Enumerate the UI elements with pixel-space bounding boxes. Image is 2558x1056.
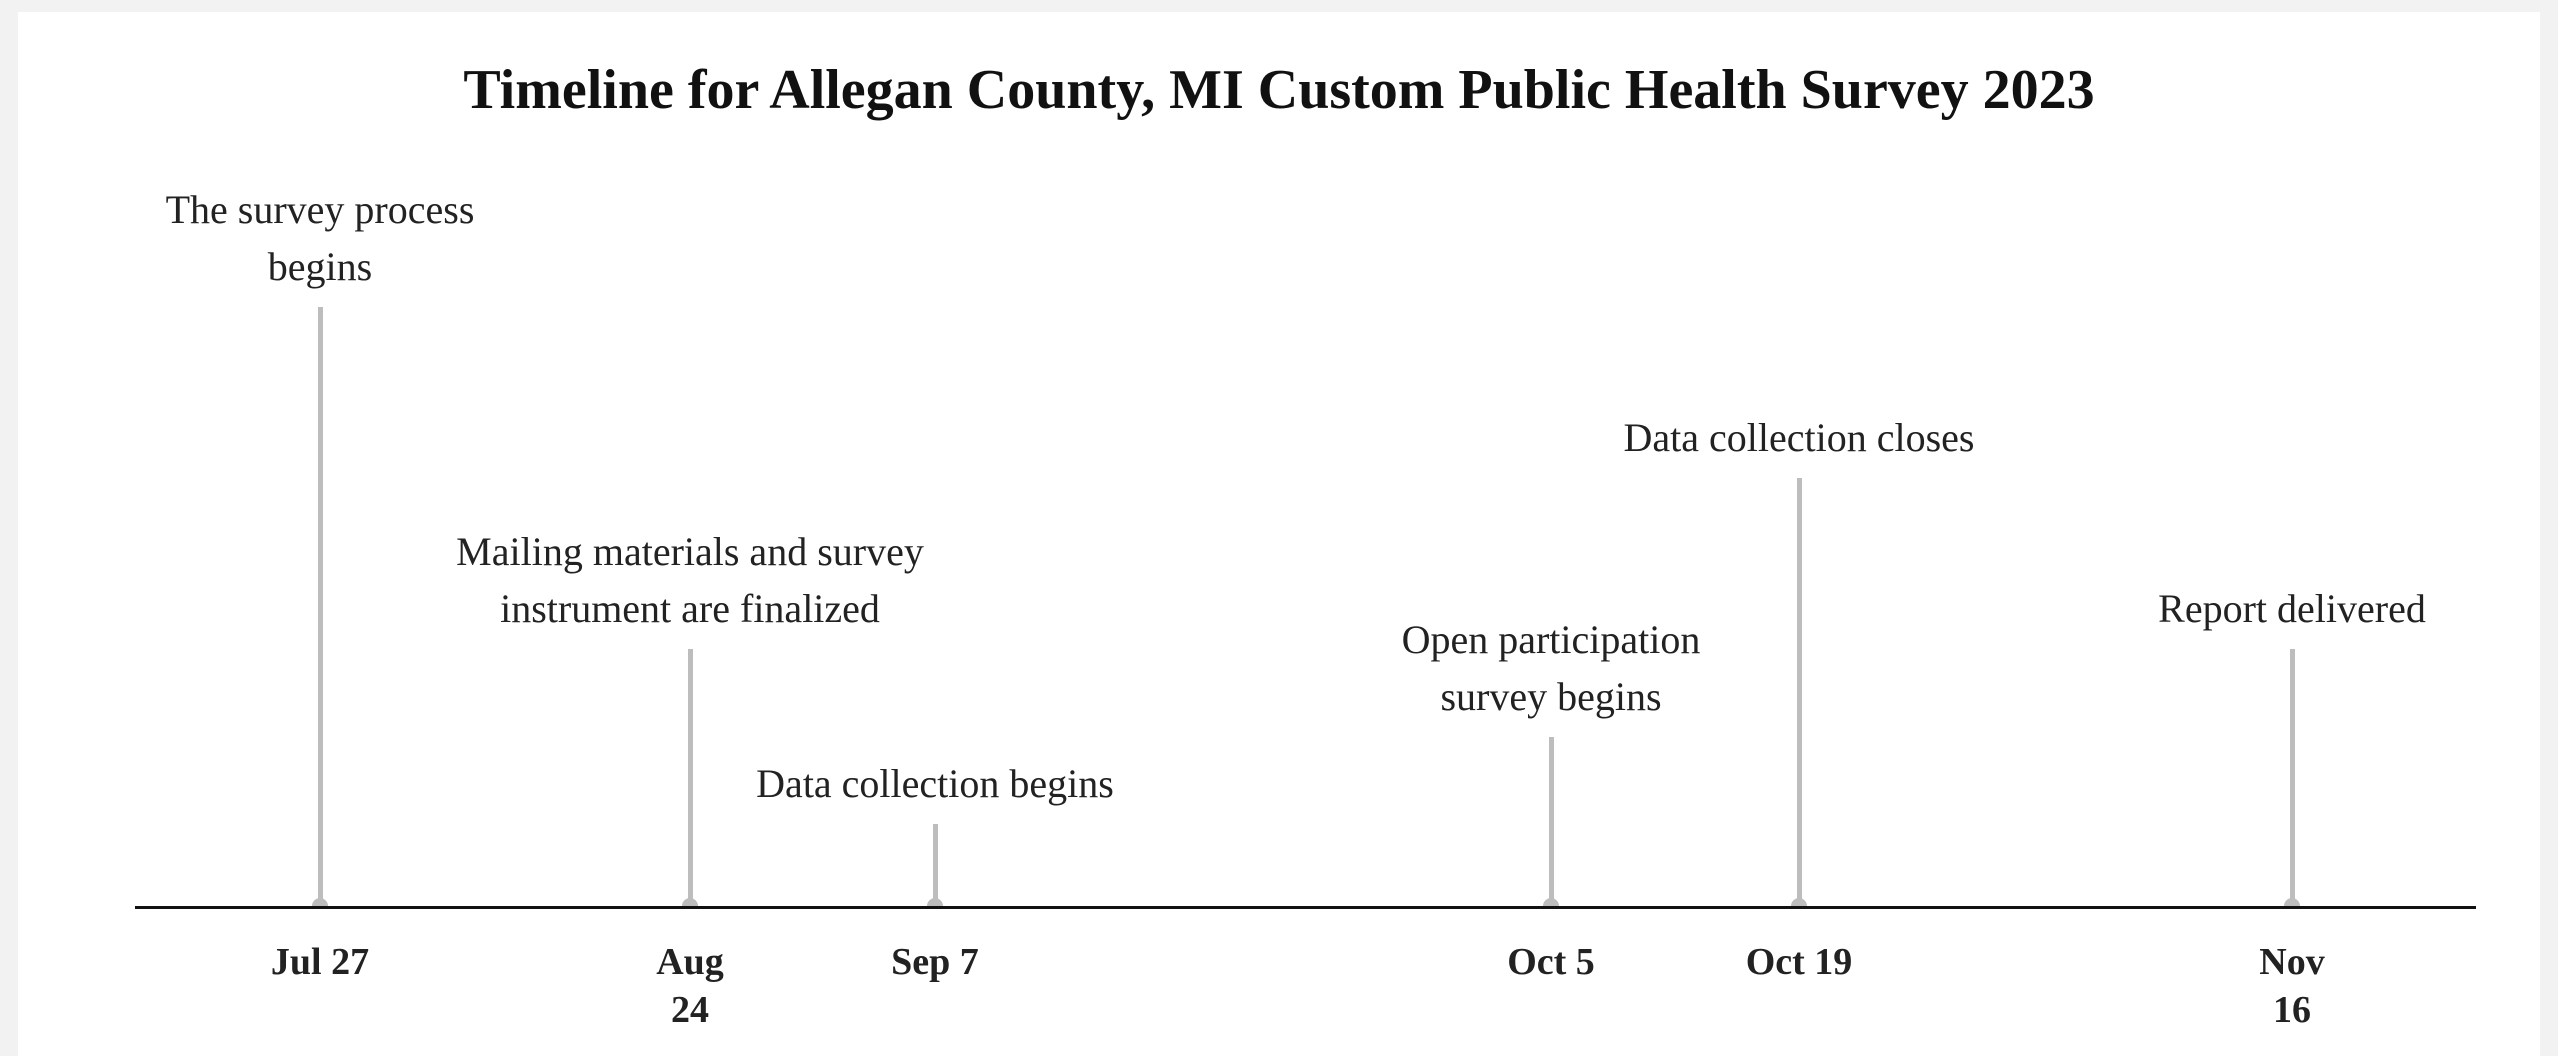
panel bbox=[18, 12, 2540, 1056]
stem-base bbox=[1543, 898, 1559, 906]
event-stem bbox=[932, 824, 938, 906]
event-date: Jul 27 bbox=[270, 941, 370, 983]
event-date: Oct 5 bbox=[1507, 941, 1595, 983]
event-stem bbox=[687, 649, 693, 906]
stem-base bbox=[682, 898, 698, 906]
event-stem bbox=[317, 307, 323, 906]
title: Timeline for Allegan County, MI Custom P… bbox=[463, 59, 2095, 121]
event-date: Sep 7 bbox=[891, 941, 979, 983]
event-stem bbox=[1796, 478, 1802, 906]
event-date: Oct 19 bbox=[1745, 941, 1853, 983]
event-label: Mailing materials and survey instrument … bbox=[456, 529, 924, 631]
event-label: The survey process begins bbox=[165, 187, 475, 289]
event-stem bbox=[1548, 737, 1554, 906]
event-stem bbox=[2289, 649, 2295, 906]
timeline-axis bbox=[135, 906, 2476, 909]
event-date: Aug 24 bbox=[656, 941, 724, 1031]
stem-base bbox=[1791, 898, 1807, 906]
event-label: Data collection begins bbox=[756, 761, 1114, 806]
event-label: Data collection closes bbox=[1623, 415, 1975, 460]
stem-base bbox=[927, 898, 943, 906]
stem-base bbox=[312, 898, 328, 906]
event-label: Open participation survey begins bbox=[1401, 617, 1701, 719]
stem-base bbox=[2284, 898, 2300, 906]
event-label: Report delivered bbox=[2158, 586, 2426, 631]
event-date: Nov 16 bbox=[2259, 941, 2325, 1031]
